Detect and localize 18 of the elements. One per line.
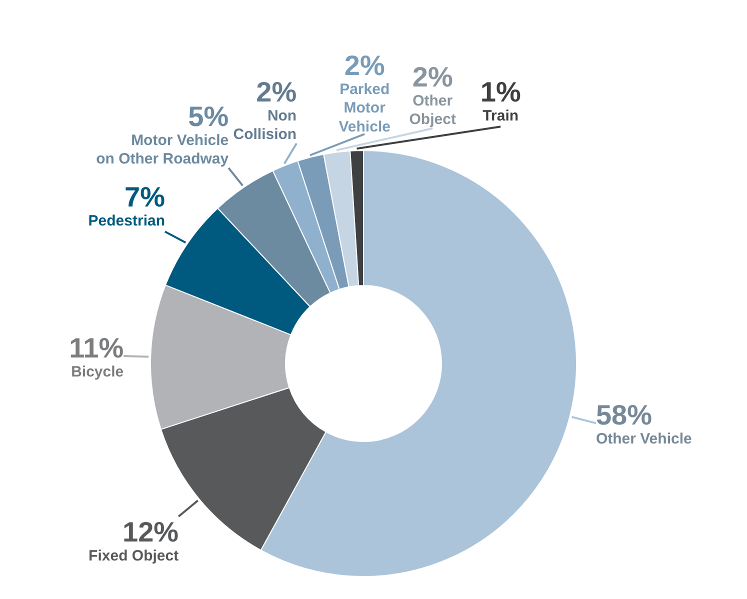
slice-label: Bicycle [71,363,124,380]
data-label: 58% [596,400,652,431]
slice-label: Motor Vehicle on Other Roadway [96,132,230,168]
data-label: 2% [344,50,385,82]
data-label: 5% [188,101,229,132]
slice-label: Pedestrian [88,212,166,230]
slice-label: Other Object [409,92,456,128]
slice-label: Train [482,108,519,125]
slice-label: Fixed Object [88,547,179,564]
data-label: 1% [480,76,521,108]
data-label: 2% [256,76,297,108]
slice-label: Other Vehicle [596,430,692,448]
slice-label: Parked Motor Vehicle [338,81,390,136]
slice-label: Non Collision [233,107,297,144]
data-label: 2% [412,61,453,92]
data-label: 11% [69,332,124,364]
data-label: 12% [122,516,179,548]
data-label: 7% [124,182,166,213]
